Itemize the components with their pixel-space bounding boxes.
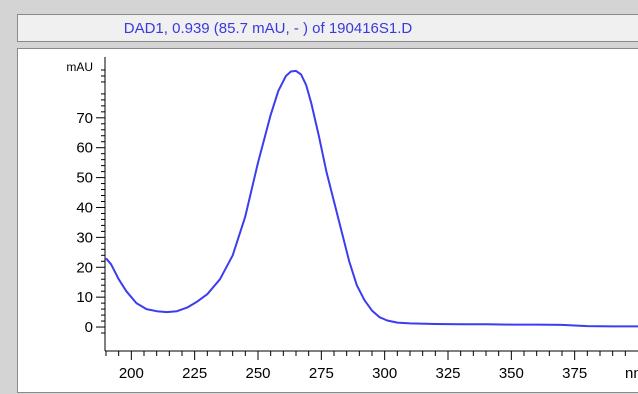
y-tick-label: 10 [76, 289, 93, 306]
plot-panel: 0 10 20 30 40 50 60 70 mAU 200 225 250 275 300 325 350 3… [17, 48, 638, 393]
y-tick-label: 0 [85, 319, 93, 336]
spectrum-series-line [105, 69, 638, 328]
x-tick-label: 200 [119, 365, 144, 382]
x-axis-label: nm [625, 365, 638, 382]
x-tick-label: 375 [562, 365, 587, 382]
y-tick-label: 30 [76, 229, 93, 246]
y-tick-label: 50 [76, 170, 93, 187]
x-tick-label: 325 [435, 365, 460, 382]
y-tick-label: 20 [76, 259, 93, 276]
chart-title: DAD1, 0.939 (85.7 mAU, - ) of 190416S1.D [123, 20, 413, 37]
x-tick-label: 300 [372, 365, 397, 382]
x-tick-label: 275 [309, 365, 334, 382]
y-tick-label: 60 [76, 140, 93, 157]
y-tick-label: 40 [76, 199, 93, 216]
y-tick-label: 70 [76, 110, 93, 127]
spectrum-chart: 0 10 20 30 40 50 60 70 mAU 200 225 250 275 300 325 350 3… [66, 57, 638, 382]
x-tick-label: 225 [182, 365, 207, 382]
x-tick-label: 350 [499, 365, 524, 382]
x-tick-label: 250 [245, 365, 270, 382]
y-axis-label: mAU [66, 60, 93, 74]
chart-title-bar: DAD1, 0.939 (85.7 mAU, - ) of 190416S1.D [17, 14, 638, 42]
